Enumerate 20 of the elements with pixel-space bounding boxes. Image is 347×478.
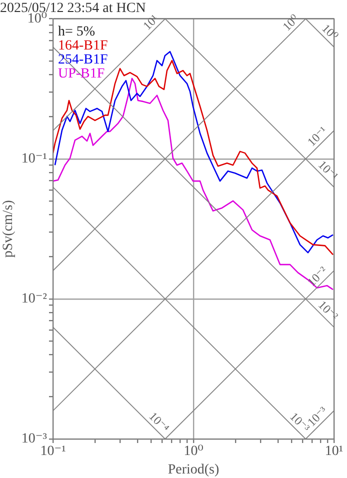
text: 10⁻² [316,298,342,324]
x-tick-label: 10¹ [324,444,344,460]
x-tick-label: 10⁰ [184,444,204,460]
text: 10⁻² [304,263,330,290]
y-tick-label: 10⁻¹ [21,152,47,167]
legend-title: h= 5% [58,24,96,40]
series-label: UP-B1F [58,66,105,82]
x-axis-title: Period(s) [168,462,220,478]
series-label: 254-B1F [58,52,108,68]
x-tick-label: 10⁻¹ [40,444,66,460]
text: 10⁻⁴ [146,409,172,435]
series-label: 164-B1F [58,38,108,54]
text: 10⁻¹ [316,158,342,184]
y-axis-title: pSv(cm/s) [1,200,16,258]
text: 10¹ [140,12,162,33]
text: 10⁰ [319,21,342,44]
text: 10⁻¹ [304,123,330,150]
y-tick-label: 10⁻² [21,292,47,307]
text: 10⁰ [280,12,302,34]
y-tick-label: 10⁻³ [21,432,47,447]
